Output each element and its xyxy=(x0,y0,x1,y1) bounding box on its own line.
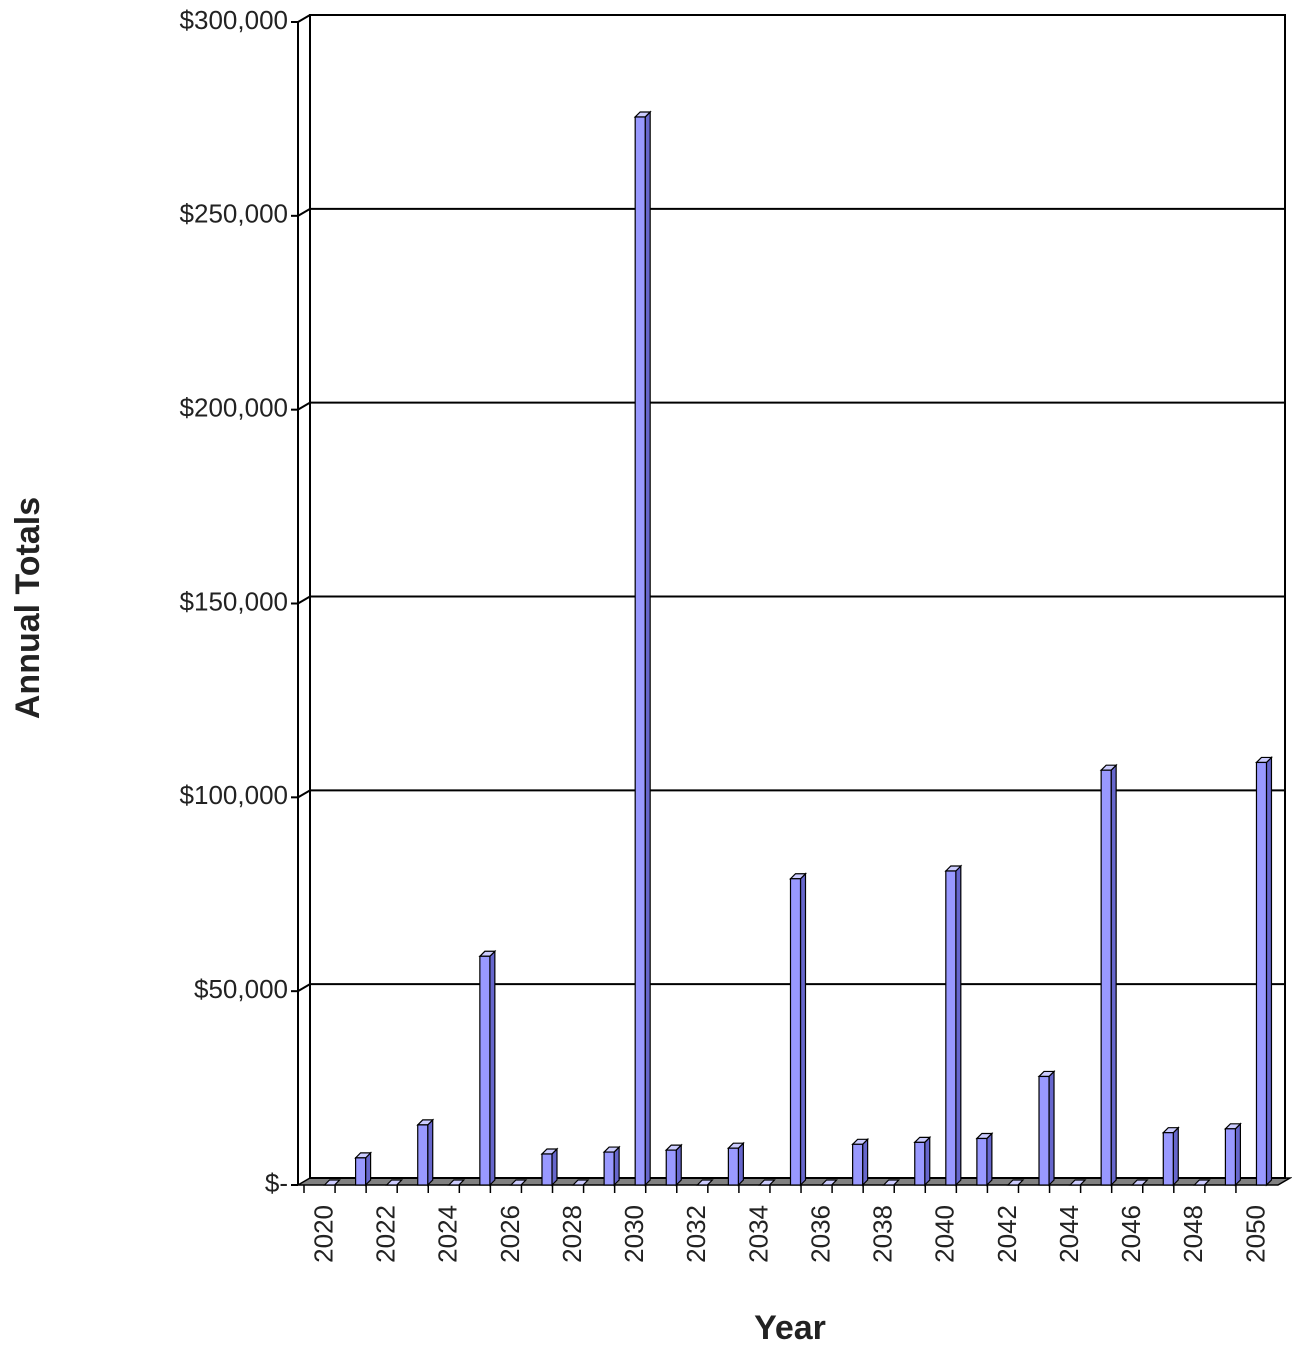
bar-top xyxy=(695,1179,714,1186)
y-tick-label: $300,000 xyxy=(180,5,288,35)
x-tick-label: 2022 xyxy=(371,1205,401,1263)
x-tick-label: 2026 xyxy=(495,1205,525,1263)
bar xyxy=(479,955,491,1186)
bar xyxy=(634,116,646,1186)
bar xyxy=(727,1147,739,1186)
x-tick-label: 2048 xyxy=(1178,1205,1208,1263)
bar-side xyxy=(489,949,496,1187)
bar xyxy=(945,870,957,1186)
bar xyxy=(1255,761,1268,1186)
x-tick-label: 2038 xyxy=(868,1205,898,1263)
bar-side xyxy=(799,872,807,1187)
x-tick-label: 2028 xyxy=(557,1205,587,1263)
bar xyxy=(354,1157,367,1186)
y-tick-label: $150,000 xyxy=(180,586,288,616)
grid-line xyxy=(297,14,1285,23)
bar-top xyxy=(447,1179,466,1186)
x-tick-label: 2050 xyxy=(1240,1205,1270,1263)
grid-line xyxy=(297,789,1285,799)
bar xyxy=(852,1143,864,1186)
bar xyxy=(914,1141,926,1186)
bar-side xyxy=(1110,763,1117,1187)
bar-side xyxy=(427,1118,434,1187)
bar xyxy=(541,1153,553,1186)
bar xyxy=(1224,1128,1237,1186)
x-tick-label: 2020 xyxy=(308,1205,338,1263)
grid-line xyxy=(297,207,1285,217)
bar-top xyxy=(323,1179,341,1186)
y-axis-title: Annual Totals xyxy=(9,497,47,719)
bar-top xyxy=(820,1179,839,1186)
bar-top xyxy=(509,1179,528,1186)
y-tick-label: $- xyxy=(265,1168,288,1198)
bar-side xyxy=(1265,755,1273,1187)
bar xyxy=(1162,1132,1174,1186)
bar-side xyxy=(737,1141,744,1187)
bar-side xyxy=(613,1145,620,1187)
x-tick-label: 2044 xyxy=(1054,1205,1084,1263)
bar-side xyxy=(924,1135,931,1187)
bar xyxy=(417,1124,429,1186)
bar-top xyxy=(1068,1179,1087,1186)
bar-top xyxy=(1192,1179,1211,1186)
bar xyxy=(976,1137,988,1186)
bar-top xyxy=(571,1179,590,1186)
bar-top xyxy=(757,1179,776,1186)
grid-line xyxy=(297,401,1285,411)
x-tick-label: 2042 xyxy=(992,1205,1022,1263)
bar xyxy=(1100,769,1112,1186)
grid-line xyxy=(297,595,1285,605)
bar xyxy=(665,1149,677,1186)
bar-side xyxy=(675,1143,682,1187)
bar-top xyxy=(882,1179,901,1186)
y-tick-label: $200,000 xyxy=(180,393,288,423)
x-tick-label: 2034 xyxy=(743,1205,773,1263)
y-tick-label: $50,000 xyxy=(194,974,288,1004)
y-tick-label: $100,000 xyxy=(180,780,288,810)
bar-side xyxy=(551,1147,558,1187)
bar-side xyxy=(862,1137,869,1187)
bar-side xyxy=(986,1132,993,1187)
x-tick-label: 2030 xyxy=(619,1205,649,1263)
x-tick-label: 2040 xyxy=(930,1205,960,1263)
bar-side xyxy=(644,110,651,1187)
x-tick-label: 2032 xyxy=(681,1205,711,1263)
bar xyxy=(789,878,802,1186)
bar-top xyxy=(1130,1179,1149,1186)
bar-side xyxy=(955,864,962,1187)
bar-side xyxy=(1172,1126,1179,1187)
x-tick-label: 2024 xyxy=(433,1205,463,1263)
bar-top xyxy=(1006,1179,1025,1186)
bar xyxy=(603,1151,615,1186)
x-tick-label: 2046 xyxy=(1116,1205,1146,1263)
bar xyxy=(1038,1075,1050,1186)
y-tick-label: $250,000 xyxy=(180,199,288,229)
bar-top xyxy=(385,1179,404,1186)
x-tick-label: 2036 xyxy=(805,1205,835,1263)
bar-side xyxy=(1234,1122,1242,1187)
bar-side xyxy=(1048,1070,1055,1187)
x-axis-title: Year xyxy=(754,1309,826,1347)
